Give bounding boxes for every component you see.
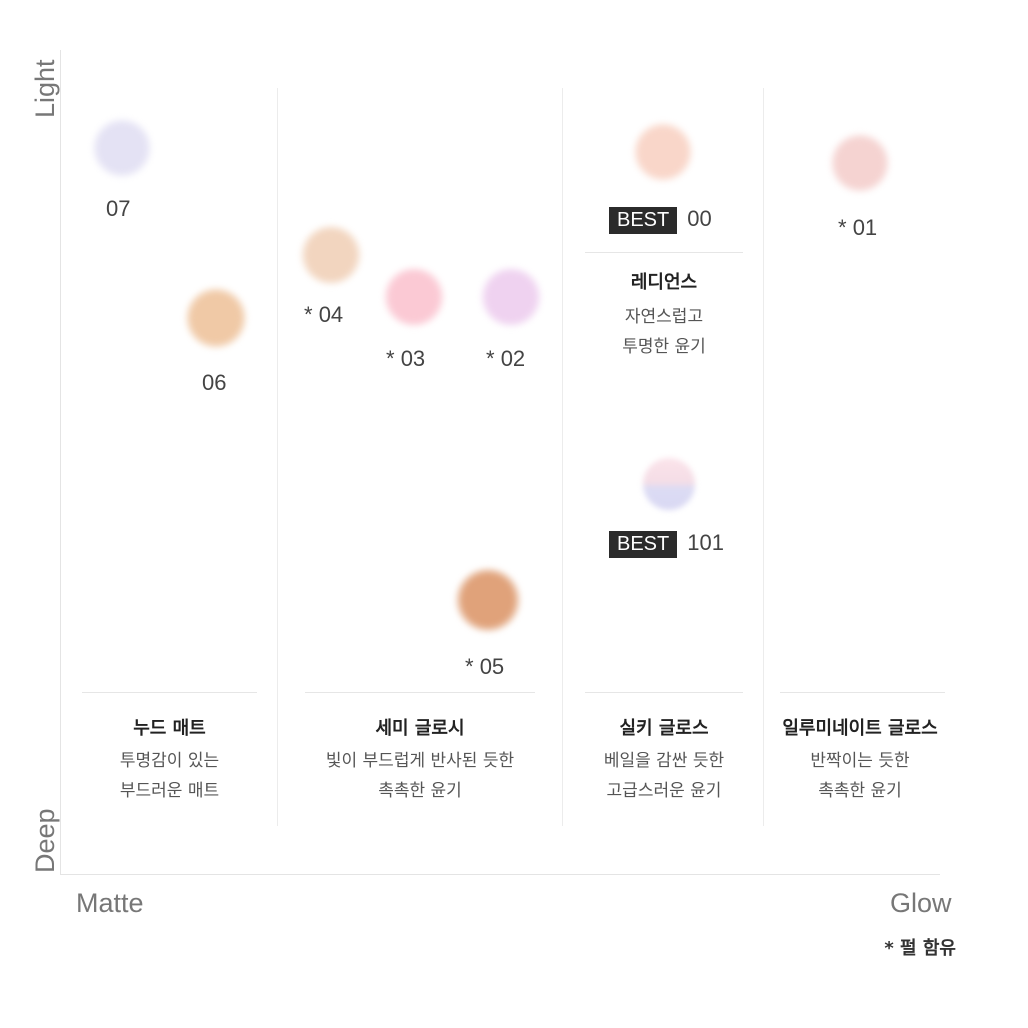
shade-label-01: * 01 <box>838 215 877 241</box>
shade-number: 05 <box>479 654 505 679</box>
shade-number: 01 <box>852 215 878 240</box>
shade-label-07: 07 <box>106 196 130 222</box>
x-axis-line <box>60 874 940 875</box>
shade-number: 06 <box>202 370 227 395</box>
column-divider <box>763 88 764 826</box>
swatch-101 <box>643 458 695 510</box>
swatch-03 <box>383 267 445 327</box>
desc-line: 고급스러운 윤기 <box>606 781 722 801</box>
shade-label-101: BEST 101 <box>609 530 724 558</box>
swatch-00 <box>633 122 693 182</box>
category-separator <box>585 692 743 693</box>
desc-line: 빛이 부드럽게 반사된 듯한 <box>325 751 515 771</box>
swatch-02 <box>480 267 542 327</box>
y-axis-line <box>60 50 61 875</box>
shade-label-06: 06 <box>202 370 226 396</box>
pearl-marker: * <box>386 346 395 371</box>
shade-number: 07 <box>106 196 131 221</box>
desc-line: 베일을 감싼 듯한 <box>603 751 725 771</box>
shade-label-02: * 02 <box>486 346 525 372</box>
category-separator <box>305 692 535 693</box>
column-divider <box>562 88 563 826</box>
pearl-marker: * <box>304 302 313 327</box>
best-badge: BEST <box>609 206 678 234</box>
category-title-illuminate-gloss: 일루미네이트 글로스 <box>782 718 938 739</box>
shade-label-00: BEST 00 <box>609 206 712 234</box>
category-title-semi-glossy: 세미 글로시 <box>375 718 465 739</box>
sub-category-desc: 자연스럽고 투명한 윤기 <box>585 302 743 362</box>
y-axis-label-bottom: Deep <box>30 808 60 873</box>
category-title-silky-gloss: 실키 글로스 <box>619 718 709 739</box>
swatch-06 <box>185 287 247 349</box>
category-separator <box>780 692 945 693</box>
pearl-footnote: * 펄 함유 <box>884 938 956 959</box>
desc-line: 반짝이는 듯한 <box>810 751 910 771</box>
sub-category-title: 레디언스 <box>630 272 698 293</box>
pearl-marker: * <box>465 654 474 679</box>
swatch-01 <box>830 133 890 193</box>
desc-line: 촉촉한 윤기 <box>818 781 902 801</box>
best-badge: BEST <box>609 530 678 558</box>
category-desc-silky-gloss: 베일을 감싼 듯한 고급스러운 윤기 <box>585 746 743 806</box>
category-title-nude-matte: 누드 매트 <box>133 718 206 739</box>
column-divider <box>277 88 278 826</box>
shade-number: 101 <box>687 530 724 555</box>
pearl-marker: * <box>838 215 847 240</box>
shade-label-04: * 04 <box>304 302 343 328</box>
desc-line: 부드러운 매트 <box>119 781 220 801</box>
desc-line: 투명한 윤기 <box>622 337 706 357</box>
swatch-05 <box>455 568 521 632</box>
pearl-marker: * <box>486 346 495 371</box>
category-separator <box>82 692 257 693</box>
shade-number: 00 <box>687 206 712 231</box>
category-desc-semi-glossy: 빛이 부드럽게 반사된 듯한 촉촉한 윤기 <box>305 746 535 806</box>
category-desc-nude-matte: 투명감이 있는 부드러운 매트 <box>82 746 257 806</box>
swatch-04 <box>300 225 362 285</box>
shade-number: 02 <box>500 346 526 371</box>
shade-number: 03 <box>400 346 426 371</box>
shade-number: 04 <box>318 302 344 327</box>
x-axis-label-right: Glow <box>890 888 952 918</box>
x-axis-label-left: Matte <box>76 888 144 918</box>
desc-line: 자연스럽고 <box>624 307 704 327</box>
swatch-07 <box>92 118 152 178</box>
shade-label-05: * 05 <box>465 654 504 680</box>
shade-label-03: * 03 <box>386 346 425 372</box>
desc-line: 촉촉한 윤기 <box>378 781 462 801</box>
desc-line: 투명감이 있는 <box>119 751 220 771</box>
y-axis-label-top: Light <box>30 59 60 118</box>
sub-category-separator <box>585 252 743 253</box>
category-desc-illuminate-gloss: 반짝이는 듯한 촉촉한 윤기 <box>770 746 950 806</box>
